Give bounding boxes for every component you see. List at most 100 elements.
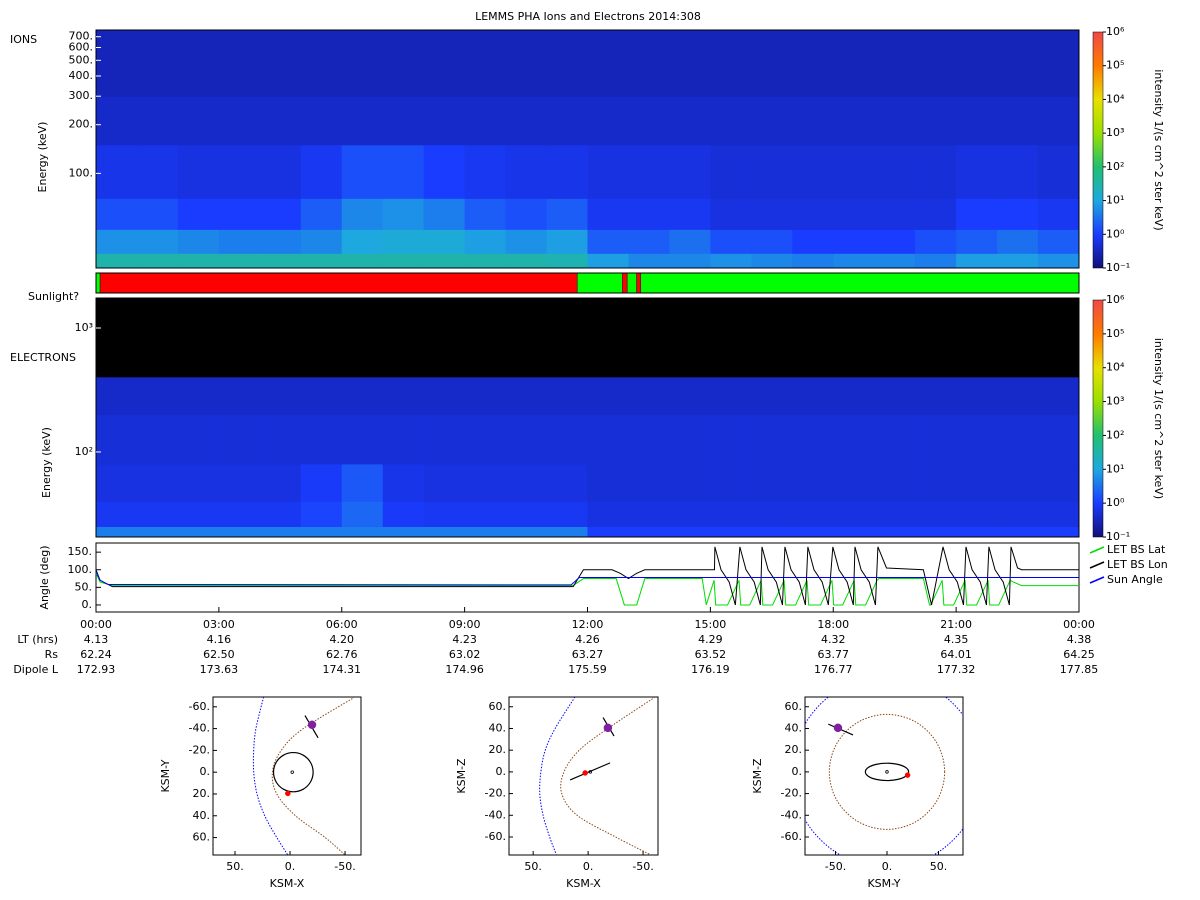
heatmap-cell — [628, 96, 670, 146]
legend-swatch — [1089, 546, 1105, 554]
colorbar-tick-label: 10³ — [1106, 395, 1124, 408]
heatmap-cell — [259, 30, 302, 97]
heatmap-cell — [833, 501, 875, 527]
colorbar-tick-label: 10⁵ — [1106, 59, 1124, 72]
x-tick-label: 0. — [583, 860, 594, 873]
heatmap-cell — [833, 414, 875, 465]
heatmap-cell — [546, 198, 588, 230]
plot-frame — [95, 29, 1080, 269]
heatmap-cell — [96, 414, 138, 465]
y-tick-label: 700. — [69, 30, 94, 43]
ephemeris-value: 4.29 — [698, 633, 723, 646]
heatmap-cell — [136, 253, 179, 269]
chart-title: LEMMS PHA Ions and Electrons 2014:308 — [475, 10, 701, 23]
heatmap-cell — [464, 377, 506, 416]
ephemeris-value: 174.96 — [445, 663, 484, 676]
heatmap-cell — [96, 501, 138, 527]
ephemeris-value: 4.35 — [944, 633, 969, 646]
colorbar-tick-label: 10⁰ — [1106, 496, 1125, 509]
heatmap-cell — [915, 501, 957, 527]
orbit-frame — [804, 696, 964, 856]
ephemeris-value: 176.19 — [691, 663, 730, 676]
heatmap-cell — [587, 377, 629, 416]
y-tick-label: -60. — [189, 700, 210, 713]
heatmap-cell — [874, 144, 916, 199]
heatmap-cell — [505, 144, 547, 199]
heatmap-cell — [792, 96, 834, 146]
heatmap-cell — [546, 526, 588, 538]
y-axis-label: Angle (deg) — [38, 545, 51, 609]
heatmap-cell — [915, 229, 957, 254]
ephemeris-label: LT (hrs) — [17, 633, 58, 646]
heatmap-cell — [300, 253, 343, 269]
heatmap-cell — [546, 414, 588, 465]
heatmap-cell — [710, 144, 752, 199]
heatmap-cell — [833, 96, 875, 146]
y-tick-label: 20. — [489, 743, 507, 756]
x-tick-label: 50. — [524, 860, 542, 873]
legend-label: LET BS Lon — [1107, 558, 1168, 571]
heatmap-cell — [792, 377, 834, 416]
x-tick-label: -50. — [632, 860, 653, 873]
colorbar-label: intensity 1/(s cm^2 ster keV) — [1152, 69, 1165, 230]
heatmap-cell — [833, 30, 875, 97]
heatmap-cell — [423, 501, 466, 527]
heatmap-cell — [218, 414, 261, 465]
y-tick-label: 10² — [75, 445, 93, 458]
heatmap-cell — [956, 414, 998, 465]
heatmap-cell — [218, 463, 261, 502]
heatmap-cell — [1038, 96, 1080, 146]
colorbar-tick-label: 10⁶ — [1106, 293, 1125, 306]
heatmap-cell — [177, 463, 220, 502]
panel-label: ELECTRONS — [10, 351, 76, 364]
heatmap-cell — [1038, 463, 1080, 502]
heatmap-cell — [1038, 198, 1080, 230]
heatmap-cell — [96, 377, 138, 416]
heatmap-cell — [300, 414, 343, 465]
heatmap-cell — [259, 198, 302, 230]
y-axis-label: Energy (keV) — [40, 427, 53, 498]
heatmap-cell — [915, 96, 957, 146]
heatmap-cell — [300, 463, 343, 502]
heatmap-cell — [628, 501, 670, 527]
heatmap-cell — [341, 198, 384, 230]
heatmap-cell — [382, 526, 425, 538]
legend-label: Sun Angle — [1107, 573, 1163, 586]
position-marker — [833, 723, 843, 733]
heatmap-cell — [874, 463, 916, 502]
panel-label: IONS — [10, 33, 37, 46]
heatmap-cell — [177, 501, 220, 527]
heatmap-cell — [464, 463, 506, 502]
y-tick-label: 0. — [82, 598, 93, 611]
x-tick-label: 06:00 — [326, 618, 358, 631]
heatmap-cell — [300, 30, 343, 97]
y-axis-label: KSM-Z — [751, 758, 764, 794]
heatmap-cell — [259, 377, 302, 416]
heatmap-cell — [96, 463, 138, 502]
heatmap-cell — [587, 30, 629, 97]
heatmap-cell — [997, 377, 1039, 416]
ephemeris-value: 64.01 — [940, 648, 972, 661]
heatmap-cell — [259, 501, 302, 527]
ephemeris-value: 4.26 — [575, 633, 600, 646]
ephemeris-value: 63.77 — [818, 648, 850, 661]
heatmap-cell — [669, 463, 711, 502]
heatmap-cell — [669, 30, 711, 97]
y-tick-label: 40. — [489, 721, 507, 734]
x-tick-label: 15:00 — [695, 618, 727, 631]
ephemeris-value: 62.50 — [203, 648, 235, 661]
y-tick-label: 0. — [200, 765, 211, 778]
ephemeris-value: 177.32 — [937, 663, 976, 676]
heatmap-cell — [505, 198, 547, 230]
y-tick-label: -40. — [485, 808, 506, 821]
heatmap-cell — [956, 377, 998, 416]
series-line — [95, 573, 1079, 606]
colorbar-tick-label: 10⁻¹ — [1106, 261, 1130, 274]
ephemeris-value: 4.38 — [1067, 633, 1092, 646]
y-tick-label: 300. — [69, 89, 94, 102]
boundary-curve — [252, 697, 289, 855]
heatmap-cell — [833, 144, 875, 199]
heatmap-cell — [792, 144, 834, 199]
position-marker — [603, 723, 613, 733]
heatmap-cell — [300, 377, 343, 416]
